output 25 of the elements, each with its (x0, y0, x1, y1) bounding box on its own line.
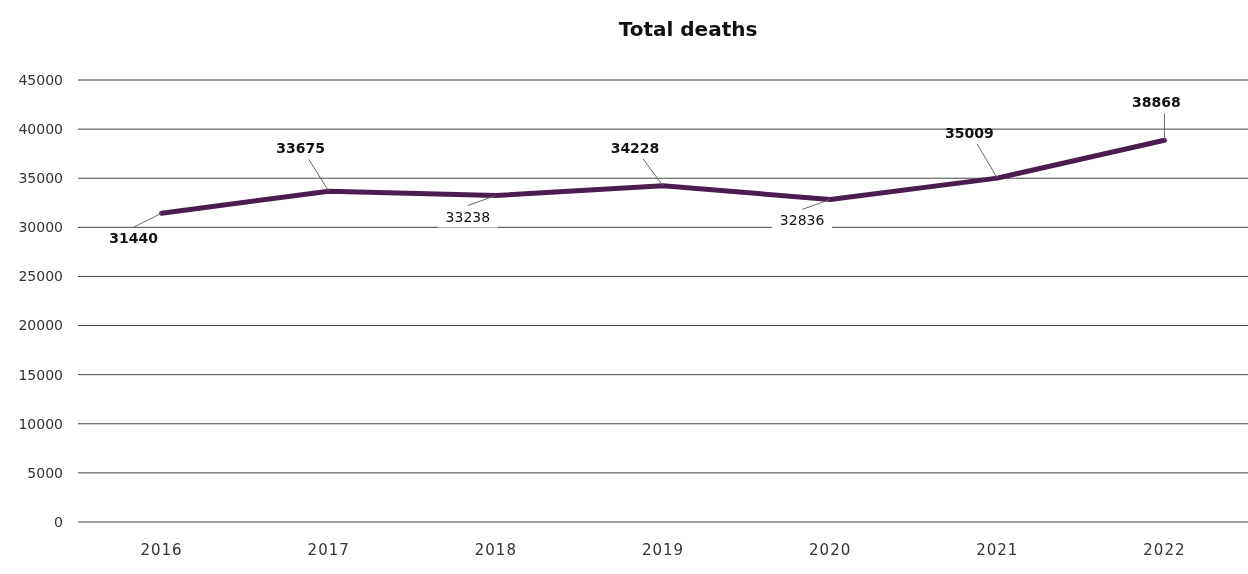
x-tick-label: 2021 (976, 541, 1019, 559)
x-tick-label: 2019 (641, 541, 685, 559)
y-tick-label: 40000 (18, 121, 63, 138)
x-tick-label: 2018 (474, 541, 517, 559)
y-tick-label: 35000 (18, 170, 63, 187)
y-tick-label: 25000 (18, 268, 63, 285)
y-tick-label: 5000 (27, 464, 63, 481)
data-label: 31440 (109, 230, 159, 247)
y-tick-label: 15000 (18, 366, 63, 383)
data-label: 32836 (779, 212, 825, 229)
data-label: 33238 (445, 208, 491, 225)
y-tick-label: 20000 (18, 317, 63, 334)
y-tick-label: 0 (54, 513, 63, 530)
y-tick-label: 10000 (18, 415, 63, 432)
data-label: 34228 (610, 139, 660, 156)
x-tick-label: 2017 (307, 541, 350, 559)
x-tick-label: 2020 (809, 541, 852, 559)
chart-title: Total deaths (618, 17, 758, 41)
x-tick-label: 2016 (140, 541, 183, 559)
data-label: 33675 (276, 140, 326, 157)
y-tick-label: 45000 (18, 71, 63, 88)
data-label: 38868 (1132, 94, 1181, 111)
y-tick-label: 30000 (18, 219, 63, 236)
x-tick-label: 2022 (1143, 541, 1186, 559)
data-label: 35009 (944, 125, 994, 142)
